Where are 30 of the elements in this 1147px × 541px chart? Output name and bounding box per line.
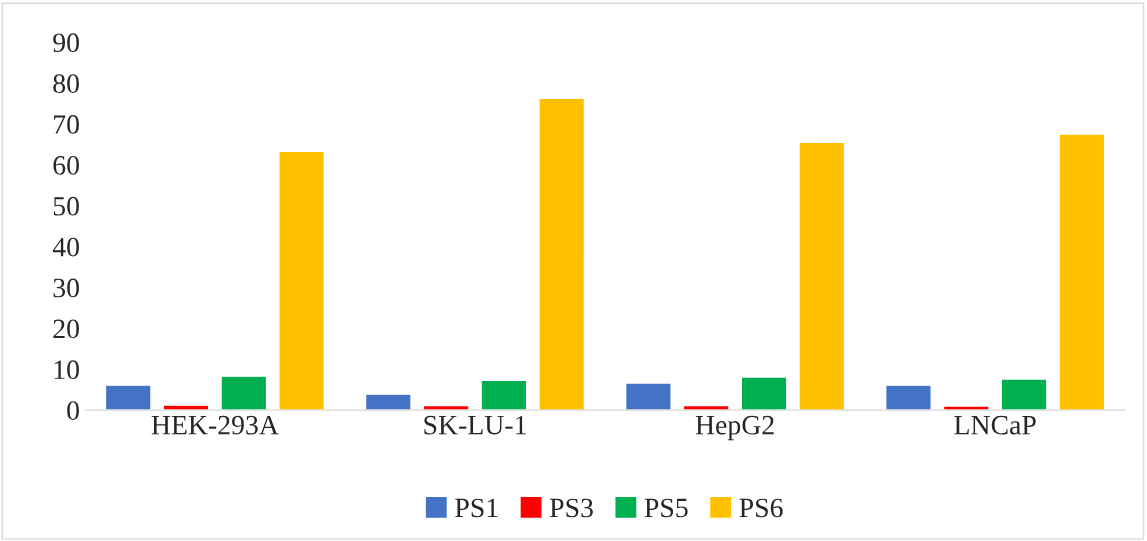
y-tick-label: 20	[53, 319, 79, 339]
y-tick-label: 0	[67, 401, 79, 420]
bar	[364, 393, 412, 411]
legend-label: PS3	[549, 498, 593, 518]
bar	[480, 379, 528, 411]
bar	[220, 375, 268, 411]
y-tick-label: 70	[54, 115, 79, 134]
x-tick-label: HEK-293A	[151, 415, 279, 435]
y-tick-label: 50	[53, 196, 79, 216]
x-tick-label: LNCaP	[954, 415, 1036, 435]
bar	[1000, 378, 1048, 411]
y-tick-label: 80	[53, 74, 79, 93]
bar	[104, 384, 152, 411]
y-tick-label: 60	[53, 155, 79, 175]
legend-label: PS5	[644, 498, 688, 518]
bar	[798, 141, 846, 411]
y-tick-label: 10	[54, 360, 79, 380]
y-tick-label: 90	[53, 33, 79, 53]
legend-label: PS6	[739, 498, 783, 518]
bar	[1058, 133, 1106, 411]
bar	[740, 376, 788, 411]
y-tick-label: 40	[52, 237, 79, 257]
x-tick-label: SK-LU-1	[424, 415, 526, 435]
bar	[278, 150, 326, 411]
y-tick-label: 30	[53, 278, 79, 298]
legend-label: PS1	[455, 498, 498, 518]
bar	[885, 384, 932, 411]
bar	[538, 97, 586, 411]
bar	[624, 382, 672, 411]
x-tick-label: HepG2	[695, 415, 774, 441]
